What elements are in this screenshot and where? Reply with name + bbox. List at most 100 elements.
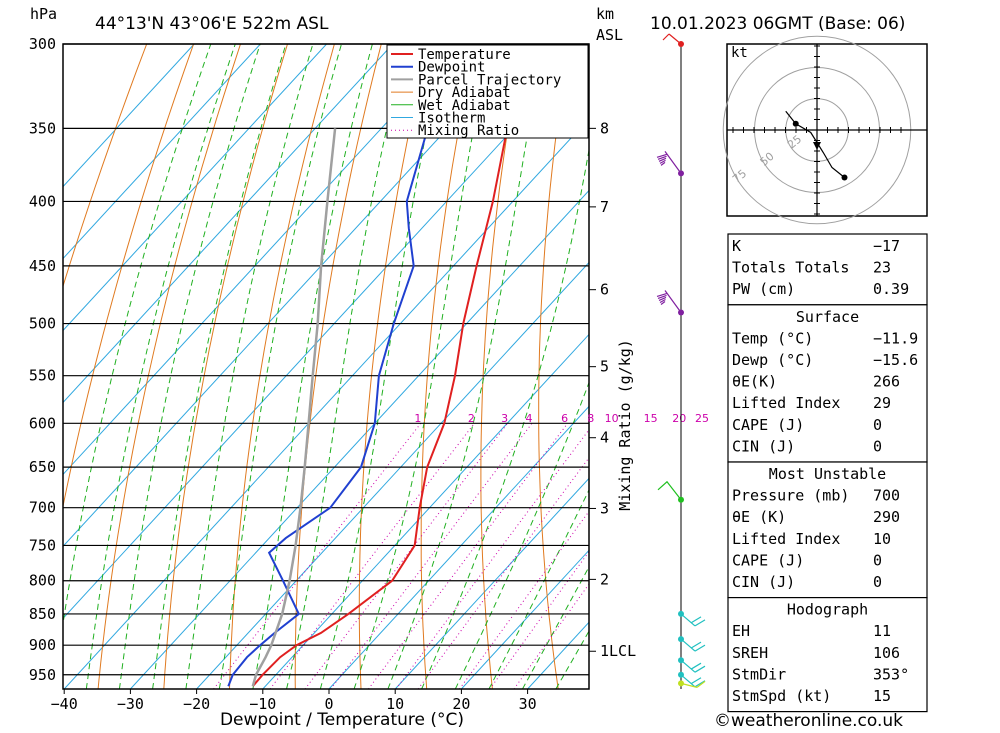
isotherm-line [63, 44, 394, 404]
index-value: 0.39 [873, 280, 909, 298]
legend-entry: Dewpoint [418, 60, 485, 76]
legend-entry: Mixing Ratio [418, 123, 519, 139]
index-label: Dewp (°C) [732, 351, 813, 369]
pressure-tick-label: 600 [29, 414, 56, 432]
index-value: 353° [873, 665, 909, 683]
asl-label: ASL [596, 26, 623, 44]
index-value: 0 [873, 437, 882, 455]
index-label: EH [732, 622, 750, 640]
dry-adiabat [97, 44, 241, 689]
pressure-tick-label: 850 [29, 605, 56, 623]
isotherm-line [63, 44, 526, 548]
x-tick-label: −20 [183, 695, 210, 713]
x-tick-label: −10 [249, 695, 276, 713]
index-label: CIN (J) [732, 573, 795, 591]
wind-barb [680, 659, 706, 673]
table-box [727, 461, 928, 599]
isotherm-line [63, 44, 327, 332]
legend-entry: Isotherm [418, 111, 485, 127]
index-value: 15 [873, 687, 891, 705]
km-tick-label: 6 [600, 281, 609, 299]
isotherm-line [63, 44, 195, 188]
indices-tables: K −17 Totals Totals 23 PW (cm) 0.39 Surface Tem… [727, 233, 928, 713]
wet-adiabat [387, 44, 545, 689]
hodograph-point [792, 120, 799, 127]
temperature-line [252, 44, 527, 687]
location-title: 44°13'N 43°06'E 522m ASL [95, 14, 329, 34]
index-value: −11.9 [873, 329, 918, 347]
dewpoint-line [227, 44, 454, 687]
pressure-tick-label: 300 [29, 35, 56, 53]
dry-adiabat [480, 44, 523, 689]
mixing-ratio-line [417, 456, 589, 689]
wind-barb [657, 480, 682, 501]
legend-entry: Temperature [418, 47, 511, 63]
km-tick-label: 3 [600, 499, 609, 517]
dry-adiabat [945, 44, 1000, 689]
x-axis-label: Dewpoint / Temperature (°C) [220, 710, 464, 730]
dry-adiabat [420, 44, 476, 689]
index-value: 700 [873, 487, 900, 505]
wind-barb [656, 290, 682, 313]
index-label: CAPE (J) [732, 416, 804, 434]
index-value: 10 [873, 530, 891, 548]
index-value: 11 [873, 622, 891, 640]
plot-frame [62, 43, 590, 690]
km-tick-label: 7 [600, 198, 609, 216]
dry-adiabat [649, 44, 690, 689]
pressure-tick-label: 500 [29, 315, 56, 333]
wet-adiabat [63, 44, 212, 627]
wind-barbs [656, 33, 706, 689]
wet-adiabat [421, 147, 589, 689]
km-tick-label: 4 [600, 429, 609, 447]
index-value: 0 [873, 551, 882, 569]
km-tick-label: 5 [600, 358, 609, 376]
hodo-title: Hodograph [787, 601, 868, 619]
index-label: θE(K) [732, 373, 777, 391]
pressure-tick-label: 650 [29, 458, 56, 476]
pressure-tick-label: 750 [29, 536, 56, 554]
index-label: Lifted Index [732, 530, 840, 548]
index-label: PW (cm) [732, 280, 795, 298]
isotherm-line [63, 44, 460, 476]
wet-adiabat [152, 44, 287, 689]
wet-adiabat [454, 381, 589, 689]
index-value: 290 [873, 508, 900, 526]
parcel-trajectory-line [251, 128, 337, 687]
isotherm-line [262, 333, 589, 689]
km-tick-label: 8 [600, 119, 609, 137]
table-box [727, 304, 928, 463]
mixing-ratio-label: 1 [414, 412, 421, 425]
wet-adiabat [252, 44, 373, 689]
index-label: StmDir [732, 665, 786, 683]
pressure-tick-label: 950 [29, 666, 56, 684]
x-tick-label: 0 [324, 695, 333, 713]
wind-barb [662, 33, 682, 45]
pressure-tick-label: 800 [29, 572, 56, 590]
mixing-ratio-line [269, 422, 475, 689]
wind-barb [680, 674, 706, 688]
index-value: 29 [873, 394, 891, 412]
mixing-ratio-label: 25 [695, 412, 709, 425]
wet-adiabat [353, 44, 491, 689]
footer-credit: ©weatheronline.co.uk [714, 711, 903, 731]
dry-adiabat [538, 44, 570, 689]
wet-adiabat [218, 44, 342, 689]
index-label: Totals Totals [732, 259, 849, 277]
pressure-tick-label: 700 [29, 499, 56, 517]
index-value: 266 [873, 373, 900, 391]
index-label: CIN (J) [732, 437, 795, 455]
pressure-tick-label: 550 [29, 367, 56, 385]
wet-adiabat [185, 44, 314, 689]
unstable-title: Most Unstable [769, 465, 886, 483]
table-box [727, 596, 928, 713]
mixing-ratio-label: 20 [672, 412, 686, 425]
mixing-ratio-line [213, 422, 422, 689]
dry-adiabat [163, 44, 288, 689]
mixing-ratio-line [304, 422, 508, 689]
index-value: 106 [873, 644, 900, 662]
dry-adiabat [991, 44, 1000, 689]
hodograph-unit: kt [731, 45, 748, 61]
